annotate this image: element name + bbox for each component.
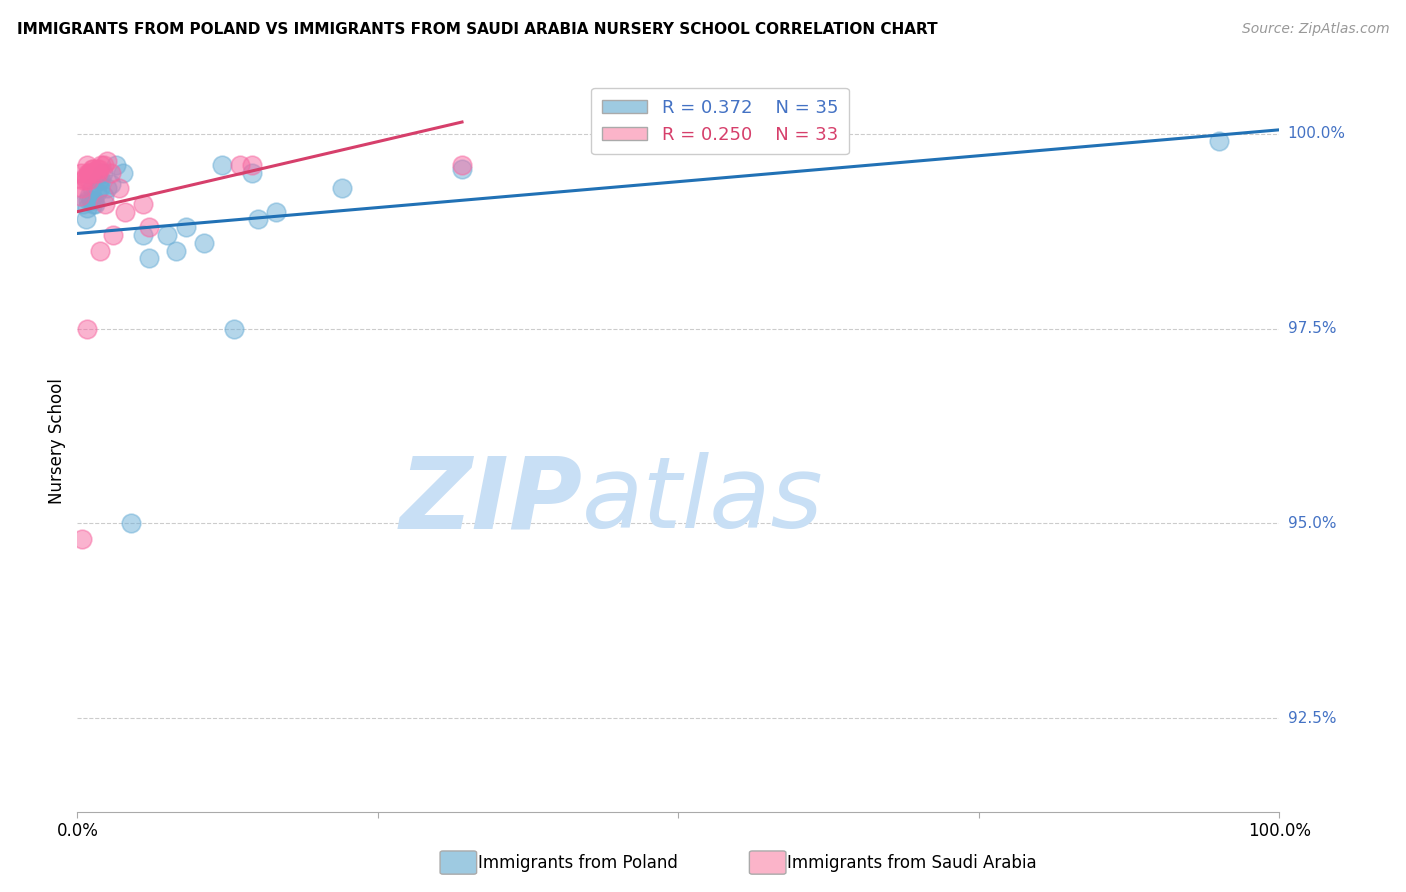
Point bbox=[82, 197, 104, 211]
Point bbox=[330, 181, 353, 195]
Point bbox=[75, 173, 97, 187]
Point bbox=[83, 193, 105, 207]
Point bbox=[156, 227, 179, 242]
Point bbox=[73, 169, 96, 184]
Text: 92.5%: 92.5% bbox=[1288, 711, 1336, 726]
Point bbox=[120, 516, 142, 531]
Point bbox=[87, 166, 110, 180]
Point bbox=[222, 321, 245, 335]
Point bbox=[77, 193, 100, 207]
Text: IMMIGRANTS FROM POLAND VS IMMIGRANTS FROM SAUDI ARABIA NURSERY SCHOOL CORRELATIO: IMMIGRANTS FROM POLAND VS IMMIGRANTS FRO… bbox=[17, 22, 938, 37]
Point bbox=[70, 166, 93, 180]
Point bbox=[100, 166, 122, 180]
Point bbox=[75, 212, 97, 227]
Text: 100.0%: 100.0% bbox=[1288, 126, 1346, 141]
Point bbox=[77, 166, 100, 180]
Point bbox=[76, 158, 98, 172]
Point bbox=[90, 173, 112, 187]
Text: Source: ZipAtlas.com: Source: ZipAtlas.com bbox=[1241, 22, 1389, 37]
Point bbox=[93, 158, 115, 172]
Point bbox=[76, 201, 98, 215]
Point bbox=[104, 158, 127, 172]
Legend: R = 0.372    N = 35, R = 0.250    N = 33: R = 0.372 N = 35, R = 0.250 N = 33 bbox=[592, 87, 849, 154]
Point bbox=[451, 161, 474, 176]
Point bbox=[108, 181, 131, 195]
Point bbox=[79, 166, 101, 180]
Point bbox=[76, 321, 98, 335]
Point bbox=[94, 197, 117, 211]
Text: 95.0%: 95.0% bbox=[1288, 516, 1336, 531]
Point bbox=[211, 158, 233, 172]
Point bbox=[96, 153, 118, 168]
Point bbox=[138, 252, 160, 266]
Text: Immigrants from Poland: Immigrants from Poland bbox=[478, 854, 678, 871]
Text: 97.5%: 97.5% bbox=[1288, 321, 1336, 336]
Point bbox=[165, 244, 187, 258]
Point bbox=[103, 227, 125, 242]
Point bbox=[79, 189, 101, 203]
Point bbox=[132, 227, 155, 242]
Point bbox=[132, 197, 155, 211]
Point bbox=[70, 532, 93, 546]
Point bbox=[82, 161, 104, 176]
Point bbox=[89, 244, 111, 258]
Point bbox=[84, 166, 107, 180]
Point bbox=[70, 181, 93, 195]
Point bbox=[89, 181, 111, 195]
Text: ZIP: ZIP bbox=[399, 452, 582, 549]
Point bbox=[240, 166, 263, 180]
Point bbox=[93, 189, 115, 203]
Point bbox=[100, 178, 122, 192]
Point bbox=[72, 173, 94, 187]
Point bbox=[87, 161, 110, 176]
Y-axis label: Nursery School: Nursery School bbox=[48, 378, 66, 505]
Point bbox=[72, 197, 94, 211]
Point bbox=[79, 193, 101, 207]
Point bbox=[96, 181, 118, 195]
Point bbox=[80, 181, 103, 195]
Point bbox=[240, 158, 263, 172]
Text: Immigrants from Saudi Arabia: Immigrants from Saudi Arabia bbox=[787, 854, 1038, 871]
Point bbox=[246, 212, 269, 227]
Point bbox=[114, 204, 136, 219]
Point bbox=[87, 173, 110, 187]
Point bbox=[91, 166, 114, 180]
Point bbox=[86, 161, 108, 176]
Point bbox=[228, 158, 250, 172]
Point bbox=[111, 166, 134, 180]
Text: atlas: atlas bbox=[582, 452, 824, 549]
Point bbox=[80, 161, 103, 176]
Point bbox=[174, 220, 197, 235]
Point bbox=[451, 158, 474, 172]
Point bbox=[90, 158, 112, 172]
Point bbox=[84, 197, 107, 211]
Point bbox=[138, 220, 160, 235]
Point bbox=[79, 173, 101, 187]
Point bbox=[1208, 135, 1230, 149]
Point bbox=[193, 235, 215, 250]
Point bbox=[264, 204, 287, 219]
Point bbox=[86, 185, 108, 199]
Point bbox=[69, 189, 91, 203]
Point bbox=[79, 166, 101, 180]
